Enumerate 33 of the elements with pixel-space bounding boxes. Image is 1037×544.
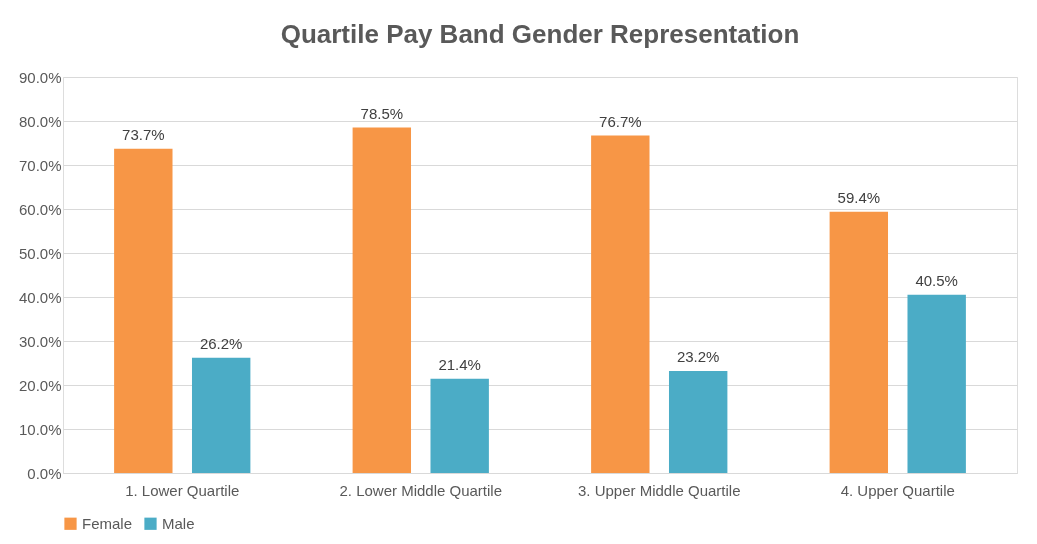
bar xyxy=(430,378,489,473)
data-label: 23.2% xyxy=(676,347,720,365)
data-label: 26.2% xyxy=(199,334,243,352)
bar xyxy=(668,370,728,473)
x-tick-label: 1. Lower Quartile xyxy=(125,481,240,499)
y-tick-label: 10.0% xyxy=(18,420,62,438)
x-tick-label: 2. Lower Middle Quartile xyxy=(339,481,503,499)
data-label: 78.5% xyxy=(360,104,404,122)
legend-label: Male xyxy=(162,514,195,532)
bar xyxy=(829,211,889,473)
y-tick-label: 80.0% xyxy=(18,112,62,130)
data-label: 76.7% xyxy=(599,112,642,130)
legend-label: Female xyxy=(82,514,133,532)
bar xyxy=(591,135,650,473)
y-tick-label: 50.0% xyxy=(18,244,62,262)
data-label: 73.7% xyxy=(122,125,165,143)
bar xyxy=(907,294,966,473)
y-tick-label: 30.0% xyxy=(18,332,62,350)
y-tick-label: 0.0% xyxy=(27,464,62,482)
chart-title: Quartile Pay Band Gender Representation xyxy=(280,19,800,49)
y-tick-label: 20.0% xyxy=(18,376,62,394)
y-tick-label: 70.0% xyxy=(18,156,62,174)
data-label: 59.4% xyxy=(837,188,881,206)
y-tick-label: 90.0% xyxy=(18,68,62,86)
x-tick-label: 4. Upper Quartile xyxy=(840,481,955,499)
bar xyxy=(114,148,173,473)
y-tick-label: 40.0% xyxy=(18,288,62,306)
bar xyxy=(352,127,412,473)
data-label: 21.4% xyxy=(438,355,481,373)
y-tick-label: 60.0% xyxy=(18,200,62,218)
data-label: 40.5% xyxy=(915,271,958,289)
bar xyxy=(191,357,251,473)
x-tick-label: 3. Upper Middle Quartile xyxy=(577,481,741,499)
